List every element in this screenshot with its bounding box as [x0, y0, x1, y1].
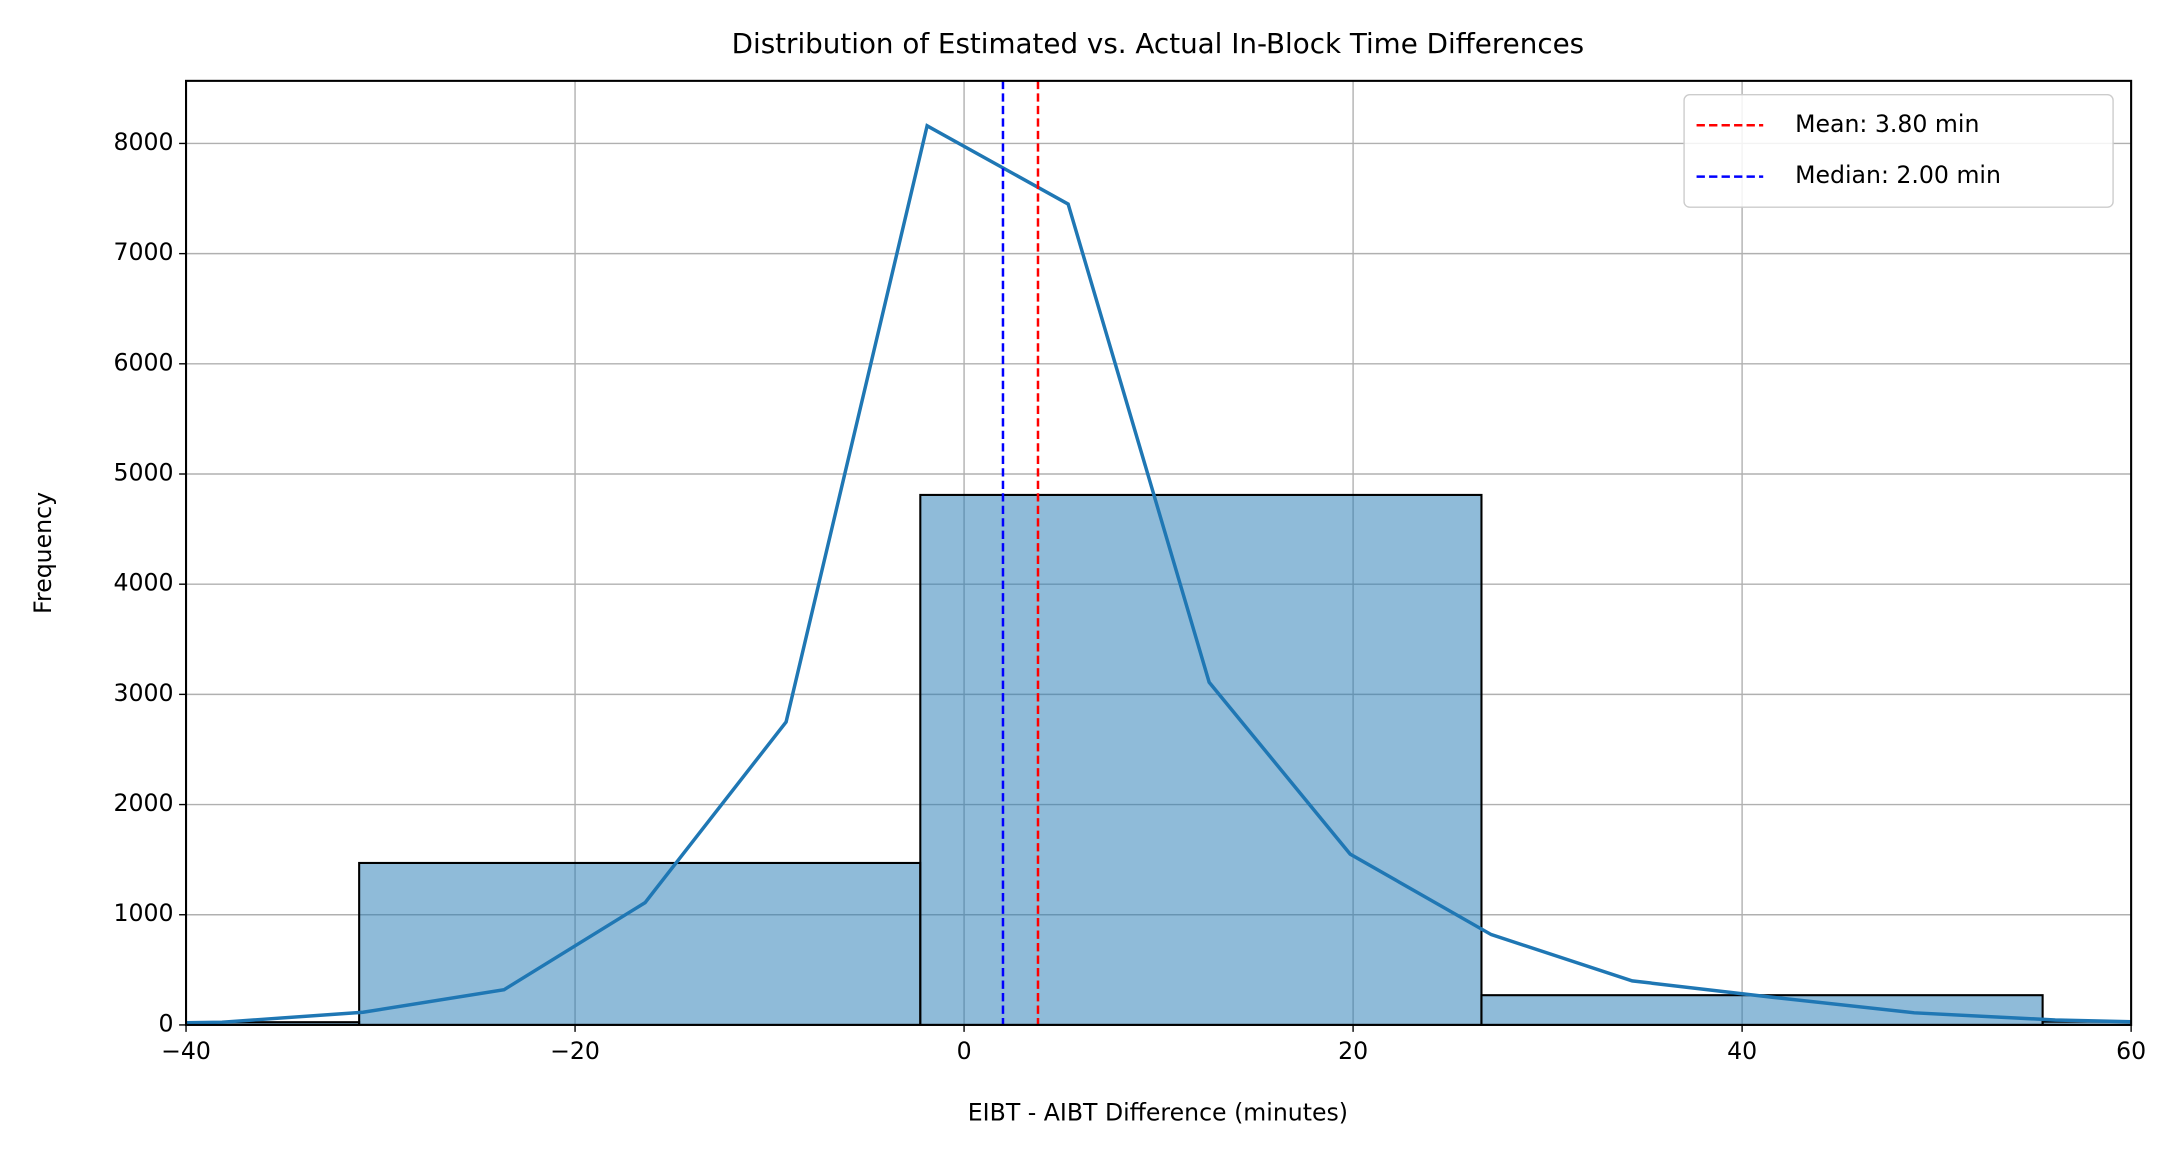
bar [1480, 994, 2044, 1025]
legend-box [1683, 94, 2114, 208]
y-tick-label: 0 [159, 1009, 174, 1037]
density-line [186, 123, 2132, 1025]
x-axis-label: EIBT - AIBT Difference (minutes) [968, 1098, 1348, 1126]
plot-area [186, 123, 2132, 1025]
y-tick-label: 5000 [113, 459, 173, 487]
y-tick-label: 7000 [113, 238, 173, 266]
bar [919, 493, 1483, 1025]
bar [2041, 1020, 2132, 1025]
y-axis-label: Frequency [29, 492, 57, 614]
legend-label: Mean: 3.80 min [1795, 110, 1979, 138]
x-tick-label: 60 [2116, 1037, 2146, 1065]
y-tick-label: 1000 [113, 899, 173, 927]
y-tick-label: 3000 [113, 679, 173, 707]
x-tick-label: 20 [1338, 1037, 1368, 1065]
x-tick-label: 0 [957, 1037, 972, 1065]
plot-frame [184, 79, 2133, 1026]
y-tick-label: 2000 [113, 789, 173, 817]
y-tick-label: 4000 [113, 569, 173, 597]
x-tick-label: −20 [550, 1037, 600, 1065]
y-tick-label: 8000 [113, 128, 173, 156]
legend-label: Median: 2.00 min [1795, 161, 2001, 189]
chart-title: Distribution of Estimated vs. Actual In-… [732, 27, 1585, 60]
y-tick-label: 6000 [113, 348, 173, 376]
x-tick-label: −40 [161, 1037, 211, 1065]
x-tick-label: 40 [1727, 1037, 1757, 1065]
